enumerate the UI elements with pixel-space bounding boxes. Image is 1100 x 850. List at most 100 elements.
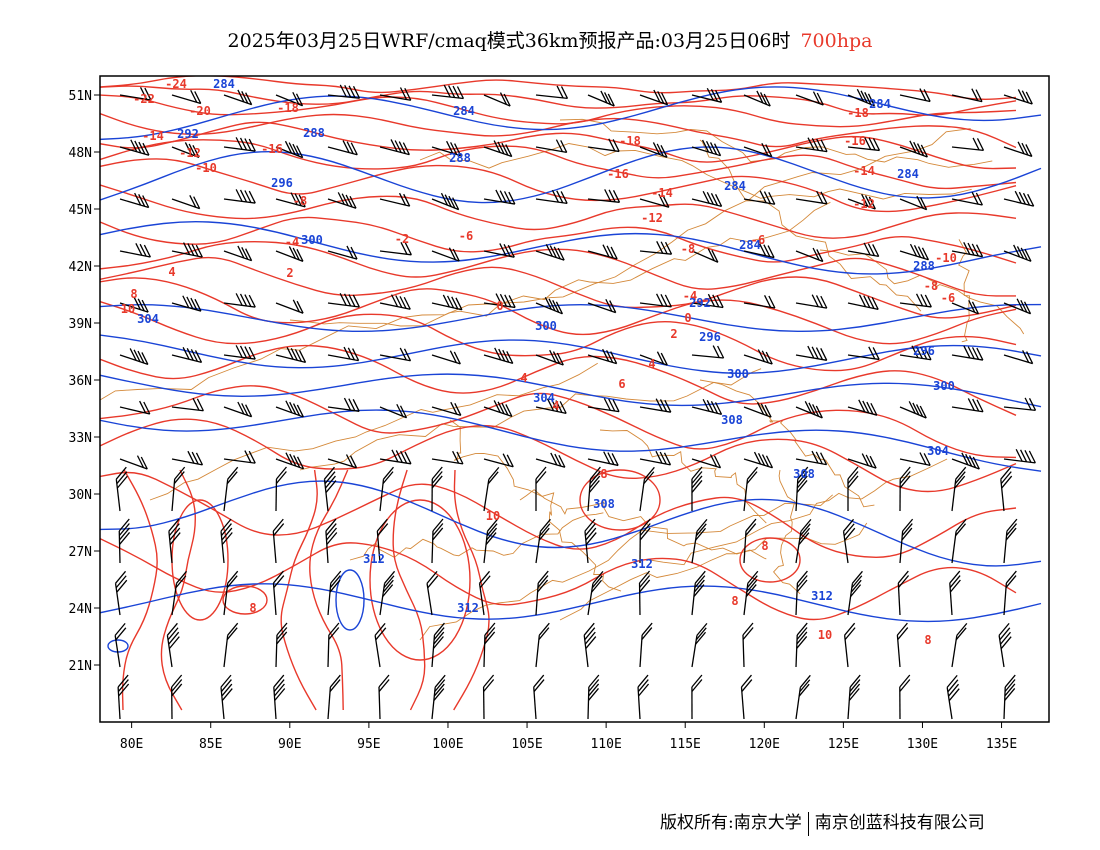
x-tick-label: 120E bbox=[749, 737, 780, 752]
wind-barb bbox=[379, 570, 396, 616]
wind-barb bbox=[847, 674, 861, 720]
chart-title: 2025年03月25日WRF/cmaq模式36km预报产品:03月25日06时 7… bbox=[0, 26, 1100, 53]
geopotential-label: 300 bbox=[933, 379, 955, 393]
temperature-isoline bbox=[100, 344, 1017, 416]
temperature-isoline bbox=[100, 139, 1017, 190]
temperature-label: -10 bbox=[195, 161, 217, 175]
wind-barb bbox=[533, 674, 545, 720]
temperature-isoline bbox=[280, 469, 318, 711]
wind-barb bbox=[275, 299, 304, 314]
temperature-label: 8 bbox=[600, 467, 607, 481]
wind-barb bbox=[275, 452, 305, 470]
wind-barb bbox=[223, 293, 256, 308]
wind-barb bbox=[951, 622, 968, 668]
geopotential-label: 304 bbox=[533, 391, 555, 405]
wind-barb bbox=[275, 192, 306, 208]
wind-barb bbox=[743, 518, 757, 564]
x-tick-label: 125E bbox=[828, 737, 859, 752]
wind-barb bbox=[327, 454, 358, 469]
wind-barb bbox=[483, 518, 499, 564]
wind-barb bbox=[951, 518, 967, 564]
wind-barb bbox=[951, 466, 967, 512]
wind-barb bbox=[535, 296, 563, 315]
wind-barb bbox=[743, 451, 774, 469]
wind-barb bbox=[691, 674, 703, 720]
wind-barb bbox=[483, 140, 513, 158]
wind-barb bbox=[795, 247, 824, 263]
wind-barb bbox=[273, 674, 286, 720]
geopotential-isoline bbox=[100, 583, 1042, 623]
wind-barb bbox=[946, 674, 960, 720]
wind-barb bbox=[114, 622, 127, 668]
wind-barb bbox=[951, 88, 983, 103]
copyright-left: 版权所有:南京大学 bbox=[660, 813, 802, 833]
temperature-label: 8 bbox=[761, 539, 768, 553]
temperature-isoline bbox=[100, 277, 1017, 345]
geopotential-label: 304 bbox=[137, 312, 159, 326]
wind-barb bbox=[691, 454, 722, 469]
wind-barb bbox=[584, 518, 597, 564]
wind-barb bbox=[431, 466, 443, 512]
temperature-label: 2 bbox=[670, 327, 677, 341]
geopotential-isoline bbox=[100, 146, 1042, 204]
wind-barb bbox=[897, 570, 910, 616]
x-tick-label: 90E bbox=[278, 737, 301, 752]
temperature-label: -14 bbox=[142, 129, 164, 143]
wind-barb bbox=[166, 622, 180, 668]
wind-barb bbox=[431, 622, 445, 668]
wind-barb bbox=[327, 346, 360, 362]
wind-barb bbox=[951, 242, 984, 258]
wind-barb bbox=[639, 193, 670, 208]
boundary-line bbox=[419, 494, 833, 641]
wind-barb bbox=[223, 89, 253, 106]
wind-barb bbox=[743, 466, 758, 512]
wind-barb bbox=[220, 674, 233, 720]
temperature-isoline bbox=[100, 184, 1017, 239]
wind-barb bbox=[795, 91, 824, 106]
wind-barb bbox=[639, 398, 672, 413]
wind-barb bbox=[115, 466, 128, 512]
geopotential-label: 288 bbox=[449, 151, 471, 165]
geopotential-label: 312 bbox=[631, 557, 653, 571]
wind-barb bbox=[847, 399, 878, 416]
wind-barb bbox=[379, 139, 410, 156]
geopotential-label: 296 bbox=[913, 344, 935, 358]
x-tick-label: 85E bbox=[199, 737, 222, 752]
wind-barb bbox=[431, 84, 465, 100]
wind-barb bbox=[795, 345, 828, 361]
wind-barb bbox=[483, 92, 511, 107]
wind-barb bbox=[483, 243, 515, 258]
wind-barb bbox=[431, 294, 463, 311]
wind-barb bbox=[740, 674, 753, 720]
temperature-label: -6 bbox=[941, 291, 955, 305]
boundary-line bbox=[349, 512, 604, 561]
temperature-isoline bbox=[309, 469, 349, 711]
wind-barb bbox=[899, 466, 911, 512]
wind-barb bbox=[742, 622, 754, 668]
wind-barb bbox=[847, 137, 881, 152]
wind-barb bbox=[743, 243, 775, 259]
wind-barb bbox=[114, 570, 128, 616]
wind-barb bbox=[1003, 190, 1035, 207]
temperature-isoline bbox=[100, 112, 1017, 149]
wind-barb bbox=[275, 622, 288, 668]
boundary-line bbox=[819, 249, 1025, 335]
x-tick-label: 115E bbox=[670, 737, 701, 752]
temperature-label: 8 bbox=[130, 287, 137, 301]
wind-barb bbox=[951, 398, 984, 413]
x-tick-label: 130E bbox=[907, 737, 938, 752]
temperature-label: -8 bbox=[681, 242, 695, 256]
temperature-label: -18 bbox=[847, 106, 869, 120]
temperature-label: -14 bbox=[651, 186, 673, 200]
wind-barb bbox=[587, 674, 600, 720]
wind-barb bbox=[1003, 518, 1018, 564]
wind-barb bbox=[535, 139, 568, 154]
wind-barb bbox=[535, 570, 549, 616]
wind-barb bbox=[795, 401, 823, 419]
wind-barb bbox=[483, 622, 496, 668]
wind-barb bbox=[482, 674, 495, 720]
wind-barb bbox=[275, 466, 287, 512]
wind-barb bbox=[171, 347, 203, 364]
boundary-line bbox=[299, 368, 762, 471]
temperature-loop bbox=[739, 537, 801, 583]
